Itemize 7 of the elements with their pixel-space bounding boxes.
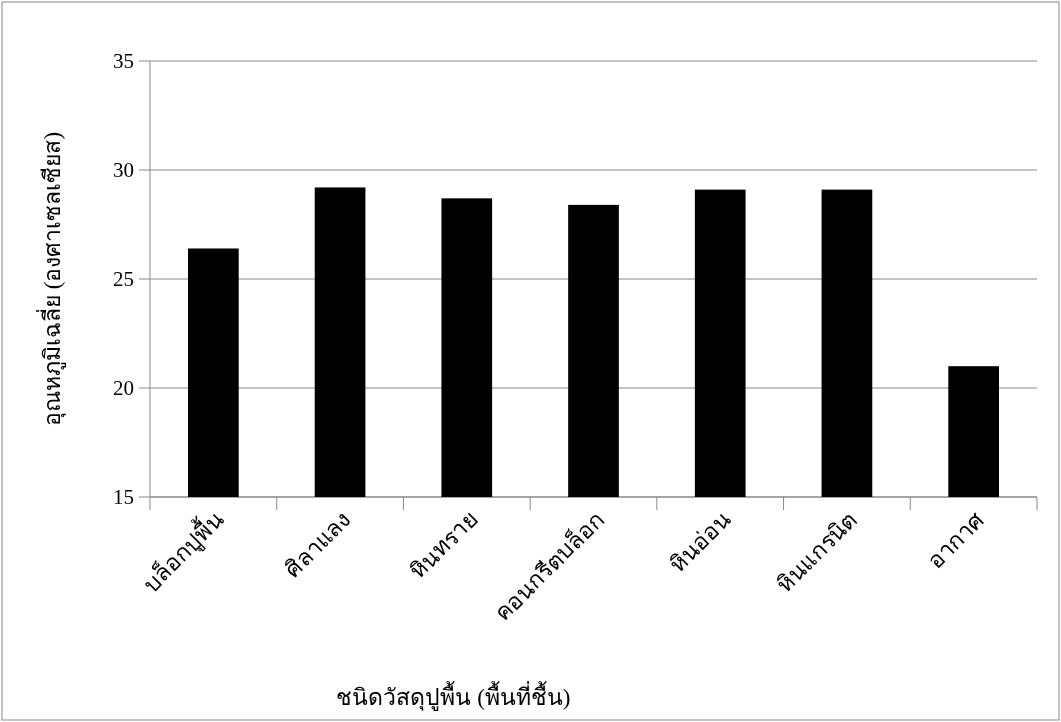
x-axis-title: ชนิดวัสดุปูพื้น (พื้นที่ชื้น)	[336, 681, 571, 711]
y-tick-label: 25	[113, 267, 134, 291]
y-tick-label: 35	[113, 49, 134, 73]
y-tick-label: 15	[113, 485, 134, 509]
y-axis-title: อุณหภูมิเฉลี่ย (องศาเซลเซียส)	[36, 131, 66, 427]
y-tick-label: 30	[113, 158, 134, 182]
y-tick-label: 20	[113, 376, 134, 400]
